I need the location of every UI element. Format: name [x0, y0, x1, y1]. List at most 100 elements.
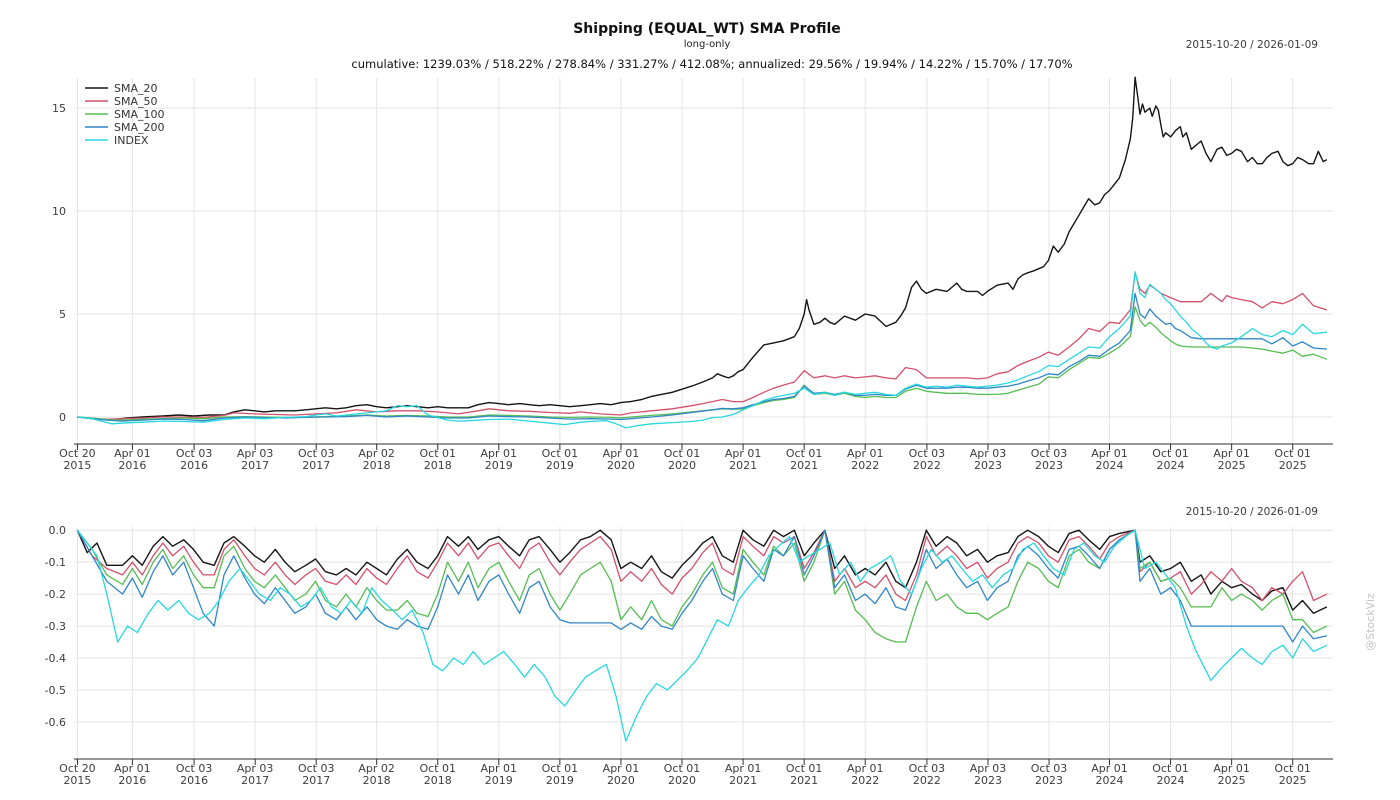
x-tick-year: 2022 — [913, 774, 941, 787]
x-tick-label: Apr 03 — [237, 762, 274, 775]
x-tick-label: Apr 01 — [847, 762, 884, 775]
x-tick-label: Apr 01 — [603, 762, 640, 775]
x-tick-year: 2018 — [424, 459, 452, 472]
x-tick-year: 2021 — [790, 459, 818, 472]
x-tick-year: 2023 — [1035, 774, 1063, 787]
x-tick-label: Oct 01 — [1274, 762, 1311, 775]
x-tick-year: 2016 — [118, 459, 146, 472]
x-tick-year: 2019 — [485, 459, 513, 472]
series-SMA_100 — [77, 306, 1328, 421]
series-INDEX — [77, 271, 1327, 429]
y-tick-label: 5 — [59, 308, 66, 321]
watermark: @StockViz — [1364, 593, 1377, 651]
x-tick-year: 2022 — [913, 459, 941, 472]
x-tick-label: Oct 20 — [59, 762, 96, 775]
series-lines — [76, 529, 1328, 742]
x-tick-year: 2020 — [607, 774, 635, 787]
x-tick-label: Apr 01 — [481, 447, 518, 460]
x-tick-year: 2022 — [851, 774, 879, 787]
x-tick-label: Oct 01 — [1152, 762, 1189, 775]
date-range-bottom: 2015-10-20 / 2026-01-09 — [1186, 506, 1318, 518]
x-tick-label: Oct 03 — [176, 762, 213, 775]
x-tick-year: 2020 — [668, 774, 696, 787]
y-tick-label: -0.3 — [45, 620, 66, 633]
x-tick-label: Apr 01 — [725, 762, 762, 775]
x-tick-year: 2025 — [1279, 774, 1307, 787]
series-INDEX — [76, 529, 1328, 742]
series-SMA_200 — [77, 292, 1327, 422]
x-tick-year: 2023 — [974, 459, 1002, 472]
x-tick-label: Apr 01 — [114, 447, 151, 460]
x-tick-year: 2019 — [485, 774, 513, 787]
x-tick-year: 2021 — [729, 459, 757, 472]
x-tick-year: 2016 — [180, 459, 208, 472]
series-lines — [77, 76, 1328, 429]
series-SMA_50 — [77, 272, 1328, 420]
x-tick-label: Oct 03 — [909, 762, 946, 775]
x-tick-year: 2025 — [1279, 459, 1307, 472]
x-tick-label: Apr 02 — [358, 447, 395, 460]
x-tick-label: Apr 01 — [1213, 762, 1250, 775]
x-tick-year: 2024 — [1095, 459, 1123, 472]
x-tick-year: 2018 — [363, 459, 391, 472]
x-tick-year: 2025 — [1218, 774, 1246, 787]
legend-label-SMA_100: SMA_100 — [114, 108, 165, 121]
x-tick-year: 2024 — [1157, 459, 1185, 472]
gridlines — [75, 527, 1333, 759]
x-tick-year: 2025 — [1218, 459, 1246, 472]
x-tick-year: 2019 — [546, 774, 574, 787]
x-tick-year: 2022 — [851, 459, 879, 472]
x-tick-label: Oct 01 — [664, 762, 701, 775]
series-SMA_20 — [76, 529, 1328, 614]
y-tick-label: -0.6 — [45, 716, 66, 729]
x-tick-label: Oct 01 — [542, 447, 579, 460]
x-tick-label: Oct 01 — [1274, 447, 1311, 460]
x-tick-label: Apr 03 — [237, 447, 274, 460]
x-tick-label: Oct 01 — [542, 762, 579, 775]
y-axis: 0.0 -0.1 -0.2 -0.3 -0.4 -0.5 -0.6 — [45, 524, 66, 729]
stats-line: cumulative: 1239.03% / 518.22% / 278.84%… — [351, 57, 1072, 71]
x-tick-label: Oct 03 — [1031, 447, 1068, 460]
x-tick-label: Apr 01 — [1213, 447, 1250, 460]
x-tick-label: Apr 01 — [725, 447, 762, 460]
x-tick-year: 2015 — [63, 774, 91, 787]
y-tick-label: 0.0 — [49, 524, 67, 537]
x-tick-label: Oct 01 — [664, 447, 701, 460]
y-tick-label: 15 — [52, 102, 66, 115]
page-subtitle: long-only — [684, 39, 731, 50]
y-tick-label: 10 — [52, 205, 66, 218]
y-tick-label: -0.5 — [45, 684, 66, 697]
x-tick-year: 2020 — [607, 459, 635, 472]
x-tick-label: Oct 03 — [176, 447, 213, 460]
x-tick-year: 2020 — [668, 459, 696, 472]
x-tick-label: Oct 01 — [419, 447, 456, 460]
x-tick-label: Oct 03 — [298, 762, 335, 775]
x-tick-year: 2017 — [302, 459, 330, 472]
y-tick-label: 0 — [59, 411, 66, 424]
x-tick-year: 2021 — [729, 774, 757, 787]
x-tick-label: Oct 01 — [786, 447, 823, 460]
x-tick-year: 2023 — [974, 774, 1002, 787]
x-tick-label: Oct 01 — [419, 762, 456, 775]
x-tick-year: 2024 — [1095, 774, 1123, 787]
gridlines — [75, 78, 1333, 444]
x-tick-label: Apr 01 — [847, 447, 884, 460]
x-tick-year: 2016 — [180, 774, 208, 787]
series-SMA_20 — [77, 76, 1328, 421]
legend-label-SMA_50: SMA_50 — [114, 95, 158, 108]
x-tick-year: 2023 — [1035, 459, 1063, 472]
legend-label-SMA_20: SMA_20 — [114, 82, 158, 95]
x-tick-year: 2017 — [241, 459, 269, 472]
x-tick-label: Oct 03 — [909, 447, 946, 460]
x-tick-year: 2018 — [363, 774, 391, 787]
page-title: Shipping (EQUAL_WT) SMA Profile — [573, 21, 841, 37]
x-tick-year: 2021 — [790, 774, 818, 787]
x-tick-label: Apr 01 — [603, 447, 640, 460]
series-SMA_200 — [76, 529, 1328, 643]
